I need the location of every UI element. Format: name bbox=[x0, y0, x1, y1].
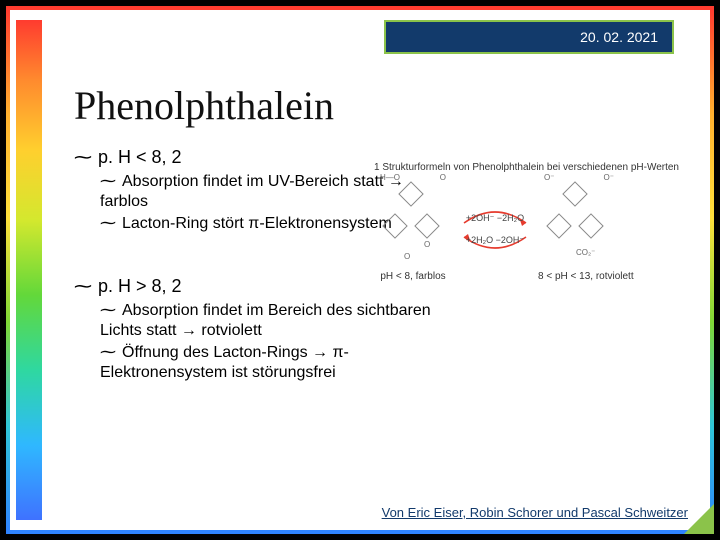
chemistry-figure: 1 Strukturformeln von Phenolphthalein be… bbox=[374, 162, 684, 332]
page-title: Phenolphthalein bbox=[74, 82, 682, 129]
section2-item: ⁓Öffnung des Lacton-Rings → π-Elektronen… bbox=[100, 343, 440, 383]
molecule-left: H—O O O O pH < 8, farblos bbox=[374, 177, 452, 282]
date-text: 20. 02. 2021 bbox=[580, 29, 658, 45]
bullet-icon: ⁓ bbox=[100, 302, 116, 319]
state-left: pH < 8, farblos bbox=[374, 271, 452, 282]
reaction-arrow: +2OH⁻ −2H₂O +2H₂O −2OH⁻ bbox=[460, 195, 530, 265]
bullet-icon: ⁓ bbox=[100, 344, 116, 361]
reaction-top: +2OH⁻ −2H₂O bbox=[460, 213, 530, 224]
date-box: 20. 02. 2021 bbox=[384, 20, 674, 54]
credit-line: Von Eric Eiser, Robin Schorer und Pascal… bbox=[382, 505, 688, 520]
slide-frame: 20. 02. 2021 Phenolphthalein ⁓p. H < 8, … bbox=[6, 6, 714, 534]
rainbow-stripe bbox=[16, 20, 42, 520]
bullet-icon: ⁓ bbox=[100, 215, 116, 232]
corner-accent bbox=[684, 504, 714, 534]
molecule-right: O⁻ O⁻ CO₂⁻ 8 < pH < 13, rotviolett bbox=[538, 177, 634, 282]
state-right: 8 < pH < 13, rotviolett bbox=[538, 271, 634, 282]
bullet-icon: ⁓ bbox=[74, 147, 92, 167]
bullet-icon: ⁓ bbox=[100, 173, 116, 190]
bullet-icon: ⁓ bbox=[74, 276, 92, 296]
reaction-bottom: +2H₂O −2OH⁻ bbox=[460, 235, 530, 246]
figure-caption: 1 Strukturformeln von Phenolphthalein be… bbox=[374, 162, 684, 173]
